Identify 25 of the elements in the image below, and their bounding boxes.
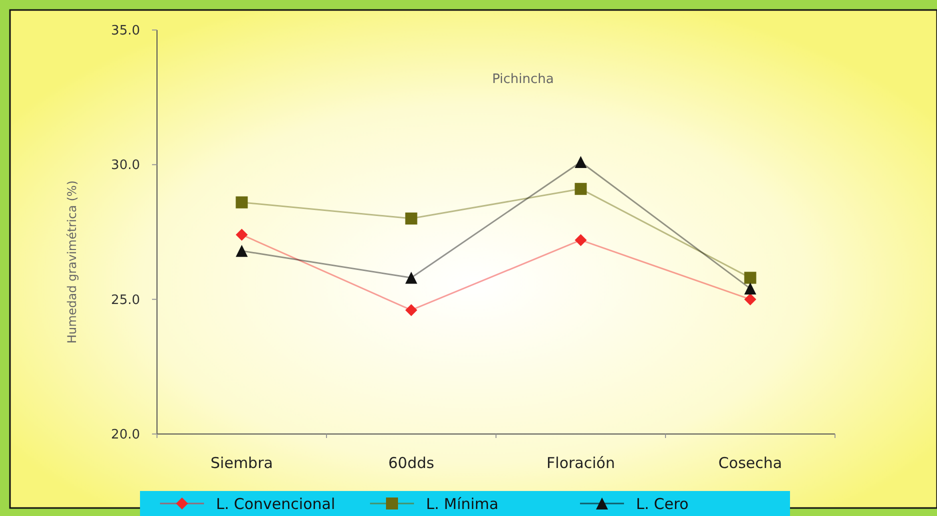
x-tick-label: Floración (546, 454, 615, 472)
point (744, 293, 756, 306)
point (405, 304, 418, 316)
y-axis-title: Humedad gravimétrica (%) (65, 180, 79, 344)
point (236, 196, 248, 208)
point (405, 272, 418, 284)
x-tick-label: 60dds (388, 454, 434, 472)
point (574, 234, 587, 246)
legend-label: L. Mínima (426, 494, 498, 513)
point (236, 244, 248, 257)
point (574, 182, 587, 195)
y-tick-label: 20.0 (111, 428, 140, 443)
y-tick-label: 30.0 (111, 158, 140, 174)
point (744, 272, 756, 284)
point (236, 228, 248, 241)
point (405, 212, 418, 225)
y-tick-label: 25.0 (111, 292, 140, 308)
legend-label: L. Convencional (216, 494, 336, 513)
point (744, 282, 756, 295)
text: Pichincha (492, 72, 554, 87)
x-tick-label: Siembra (210, 454, 273, 472)
legend-label: L. Cero (636, 494, 689, 513)
y-tick-label: 35.0 (111, 24, 140, 39)
point (574, 156, 587, 168)
x-tick-label: Cosecha (718, 454, 782, 472)
